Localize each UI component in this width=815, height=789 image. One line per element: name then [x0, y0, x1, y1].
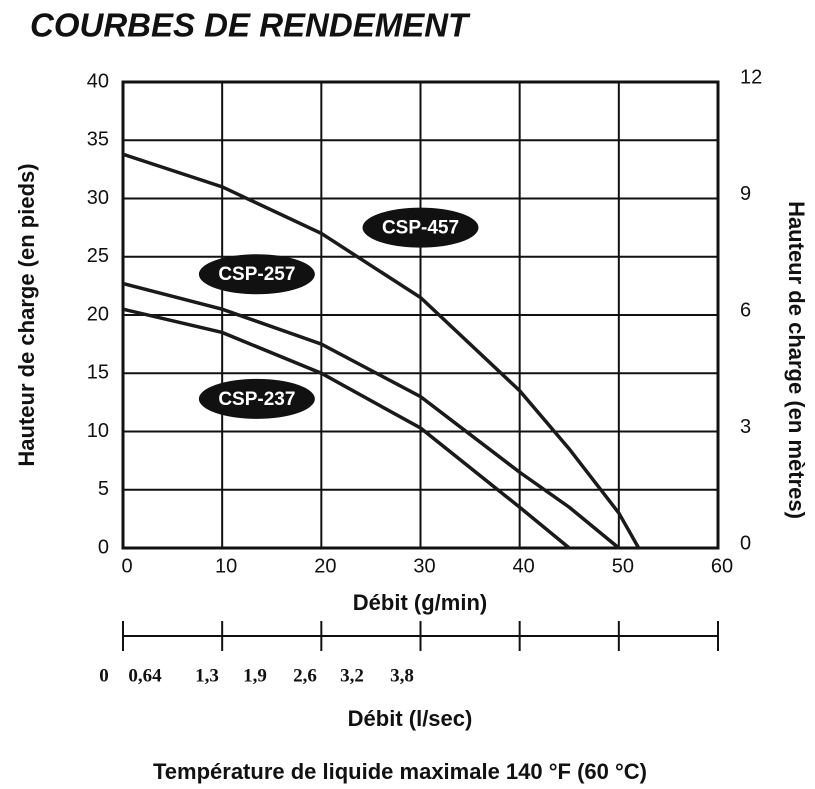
series-label: CSP-457	[382, 218, 459, 239]
y-tick-label: 20	[87, 303, 109, 325]
x-tick-label: 50	[612, 555, 634, 577]
x2-tick-label: 0	[99, 665, 109, 686]
y-tick-label: 30	[87, 187, 109, 209]
footnote: Température de liquide maximale 140 °F (…	[153, 759, 647, 784]
series-tag	[198, 378, 315, 419]
x-axis-label: Débit (g/min)	[353, 590, 487, 615]
y-tick-label: 5	[98, 478, 109, 500]
y2-axis-label: Hauteur de charge (en mètres)	[784, 201, 809, 519]
x-tick-label: 60	[711, 555, 733, 577]
x2-tick-label: 0,64	[128, 665, 162, 686]
x2-tick-label: 1,9	[243, 665, 267, 686]
x-tick-label: 20	[314, 555, 336, 577]
series-label: CSP-257	[218, 264, 295, 285]
x2-tick-label: 3,8	[390, 665, 414, 686]
y-tick-label: 35	[87, 129, 109, 151]
x-tick-label: 40	[513, 555, 535, 577]
chart-title: COURBES DE RENDEMENT	[30, 7, 471, 44]
y2-tick-label: 12	[740, 66, 762, 88]
series-tag	[198, 254, 315, 295]
series-label: CSP-237	[218, 389, 295, 410]
y-tick-label: 40	[87, 70, 109, 92]
x2-tick-label: 2,6	[293, 665, 317, 686]
y-tick-label: 15	[87, 362, 109, 384]
x-tick-label: 30	[413, 555, 435, 577]
curve	[122, 152, 641, 549]
x2-tick-label: 3,2	[340, 665, 364, 686]
y-tick-label: 0	[98, 536, 109, 558]
curve	[122, 307, 571, 550]
y-tick-label: 25	[87, 245, 109, 267]
x-tick-label: 0	[121, 555, 132, 577]
y-tick-label: 10	[87, 420, 109, 442]
y2-tick-label: 0	[740, 532, 751, 554]
y2-tick-label: 3	[740, 416, 751, 438]
curve	[122, 281, 620, 550]
y-axis-label: Hauteur de charge (en pieds)	[14, 163, 39, 466]
series-tag	[362, 207, 479, 248]
y2-tick-label: 9	[740, 183, 751, 205]
x2-tick-label: 1,3	[195, 665, 219, 686]
x-tick-label: 10	[215, 555, 237, 577]
plot-frame	[121, 80, 720, 550]
y2-tick-label: 6	[740, 299, 751, 321]
x2-axis-label: Débit (l/sec)	[348, 706, 473, 731]
